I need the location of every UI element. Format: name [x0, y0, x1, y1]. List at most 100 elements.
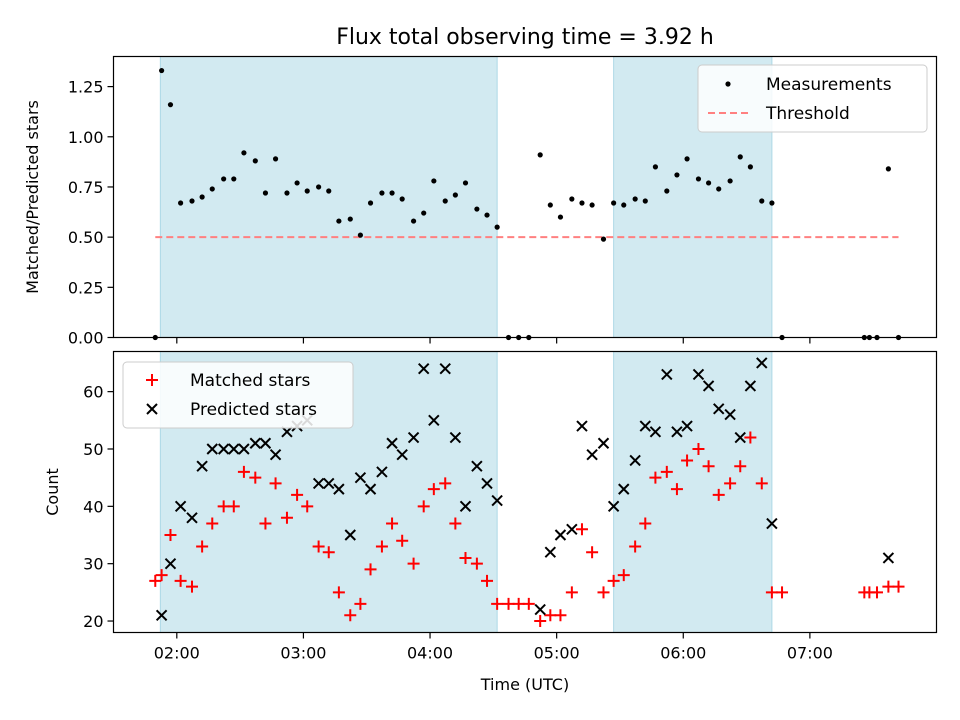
matched-star-point	[554, 609, 567, 622]
x-tick-label: 02:00	[154, 644, 200, 663]
measurement-point	[178, 200, 184, 206]
predicted-star-point	[481, 477, 493, 490]
matched-star-point	[364, 563, 377, 576]
measurement-point	[284, 190, 290, 196]
measurement-point	[684, 156, 690, 162]
matched-star-point	[575, 523, 588, 536]
measurement-point	[442, 198, 448, 204]
predicted-star-point	[155, 609, 168, 622]
measurement-point	[727, 178, 733, 184]
predicted-star-point	[249, 437, 262, 449]
measurement-point	[484, 212, 490, 218]
measurement-point	[642, 198, 648, 204]
matched-star-point	[724, 477, 737, 490]
predicted-star-point	[544, 546, 557, 558]
bottom-panel-marks	[149, 357, 905, 628]
legend-predicted-label: Predicted stars	[190, 400, 317, 420]
predicted-star-point	[217, 443, 230, 455]
measurement-point	[189, 198, 195, 204]
matched-star-point	[734, 460, 747, 473]
matched-star-point	[882, 580, 895, 593]
predicted-star-point	[344, 529, 356, 541]
bottom-legend-box	[122, 361, 354, 429]
legend-threshold-label: Threshold	[765, 104, 850, 124]
measurement-point	[462, 180, 469, 186]
predicted-star-point	[164, 557, 177, 570]
matched-star-point	[322, 546, 335, 559]
measurement-point	[589, 202, 595, 208]
matched-star-point	[332, 586, 345, 599]
measurement-point	[304, 188, 310, 194]
matched-star-point	[712, 488, 725, 501]
matched-star-point	[776, 586, 789, 599]
matched-star-point	[354, 597, 367, 610]
predicted-star-point	[576, 420, 588, 432]
matched-star-point	[692, 442, 705, 455]
matched-star-point	[186, 580, 199, 593]
y-tick-label: 0.00	[68, 329, 104, 348]
predicted-star-point	[597, 437, 610, 449]
predicted-star-point	[681, 420, 693, 432]
predicted-star-point	[639, 420, 651, 432]
predicted-star-point	[671, 426, 683, 438]
matched-star-point	[702, 460, 715, 473]
matched-star-point	[660, 465, 673, 478]
predicted-star-point	[607, 500, 620, 513]
predicted-star-point	[407, 431, 420, 444]
predicted-star-point	[449, 431, 462, 444]
matched-star-point	[670, 483, 683, 496]
top-panel: 0.00 0.25 0.50 0.75 1.00 1.25 Matched/Predict…	[23, 55, 938, 348]
top-legend: Measurements Threshold	[697, 64, 928, 133]
measurement-point	[652, 164, 659, 170]
predicted-star-point	[471, 460, 483, 472]
measurement-point	[674, 172, 680, 178]
predicted-star-point	[661, 368, 673, 381]
measurement-point	[474, 206, 480, 212]
predicted-star-point	[364, 483, 377, 495]
matched-star-point	[196, 540, 209, 553]
matched-star-point	[681, 454, 694, 467]
matched-star-point	[892, 580, 905, 593]
measurement-point	[747, 164, 753, 170]
top-legend-box	[697, 64, 928, 133]
legend-matched-label: Matched stars	[190, 371, 310, 391]
matched-star-point	[301, 500, 314, 513]
top-panel-ticks: 0.00 0.25 0.50 0.75 1.00 1.25	[68, 78, 811, 348]
predicted-star-point	[259, 437, 272, 449]
predicted-star-point	[744, 380, 757, 392]
x-tick-label: 07:00	[787, 644, 833, 663]
matched-star-point	[417, 500, 430, 513]
matched-star-point	[597, 586, 610, 599]
matched-star-point	[227, 500, 240, 513]
measurement-point	[737, 154, 743, 160]
measurement-point	[695, 176, 702, 182]
top-panel-shaded-intervals	[159, 56, 773, 338]
measurement-point	[272, 156, 279, 162]
measurement-point	[632, 196, 638, 202]
measurement-point	[367, 200, 374, 206]
matched-star-point	[481, 574, 494, 587]
measurement-point	[557, 214, 564, 220]
x-axis-label: Time (UTC)	[480, 675, 569, 694]
measurement-point	[167, 102, 174, 108]
matched-star-point	[427, 483, 440, 496]
predicted-star-point	[238, 443, 250, 455]
matched-star-point	[312, 540, 325, 553]
measurement-point	[357, 232, 363, 238]
shaded-interval	[613, 351, 772, 633]
matched-star-point	[386, 517, 399, 530]
x-tick-label: 03:00	[280, 644, 326, 663]
predicted-star-point	[174, 500, 187, 513]
measurement-point	[494, 224, 500, 230]
predicted-star-point	[692, 368, 705, 381]
matched-star-point	[744, 431, 757, 444]
matched-star-point	[522, 597, 535, 610]
matched-star-point	[512, 597, 525, 610]
y-tick-label: 0.25	[68, 278, 104, 297]
measurement-point	[316, 184, 322, 190]
matched-star-point	[649, 471, 662, 484]
predicted-star-point	[439, 362, 451, 375]
bottom-panel: 20 30 40 50 60 02:00 03:00 04:00 05:00 06:00 07:00…	[43, 350, 938, 694]
legend-measurements-label: Measurements	[766, 75, 892, 95]
matched-star-point	[174, 574, 187, 587]
